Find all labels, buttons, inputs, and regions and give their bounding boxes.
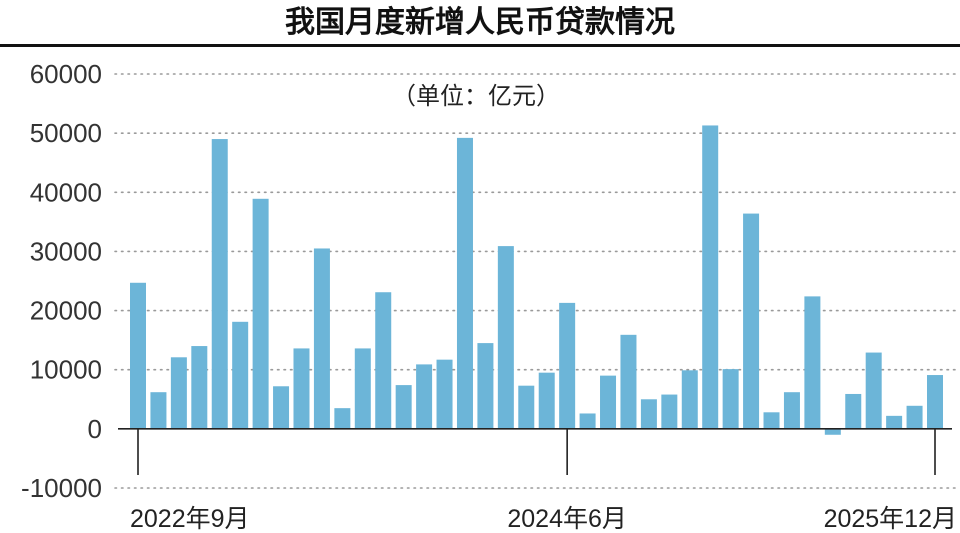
bar [416,364,433,429]
y-tick-label: 40000 [30,177,102,207]
bar [130,282,146,429]
chart-title: 我国月度新增人民币贷款情况 [285,5,675,40]
bar [927,375,943,429]
bar [334,408,351,429]
bar [579,413,596,429]
bars [130,125,943,435]
bar [211,139,228,429]
y-axis-labels: 60000 50000 40000 30000 20000 10000 0 -10000 [21,59,102,503]
bar [456,137,473,429]
bar [702,125,719,429]
bar [375,292,392,429]
y-tick-label: 60000 [30,59,102,89]
x-tick-label: 2024年6月 [507,505,627,533]
bar [845,393,862,429]
bar [681,370,698,429]
bar [783,392,800,429]
y-tick-label: 50000 [30,118,102,148]
bar [906,405,923,429]
bar [640,399,657,429]
bar [518,385,535,429]
bar [620,334,637,429]
bar [150,392,167,429]
bar [538,372,555,429]
unit-label: （单位：亿元） [392,82,560,110]
bar [886,415,903,429]
x-tick-label: 2025年12月 [824,505,957,533]
bar [232,321,249,429]
x-tick-label: 2022年9月 [130,505,250,533]
bar [354,348,371,429]
bar [191,346,208,429]
y-tick-label: 30000 [30,236,102,266]
bar [477,343,494,429]
y-tick-label: 10000 [30,355,102,385]
bar [865,352,882,429]
bar [293,348,310,429]
y-tick-label: 0 [88,414,102,444]
bar [824,428,841,435]
y-tick-label: -10000 [21,473,102,503]
bar [273,386,290,429]
bar [252,198,269,429]
bar [763,412,780,429]
y-tick-label: 20000 [30,296,102,326]
x-axis: 2022年9月 2024年6月 2025年12月 [118,428,957,533]
bar [313,248,330,429]
bar [600,375,617,429]
bar [436,359,453,429]
bar [722,369,739,429]
bar [661,394,678,429]
title-rule [0,44,960,47]
bar [170,357,187,429]
bar [395,385,412,429]
bar [559,302,576,429]
bar [497,246,514,429]
bar [804,296,821,429]
bar [743,213,760,429]
